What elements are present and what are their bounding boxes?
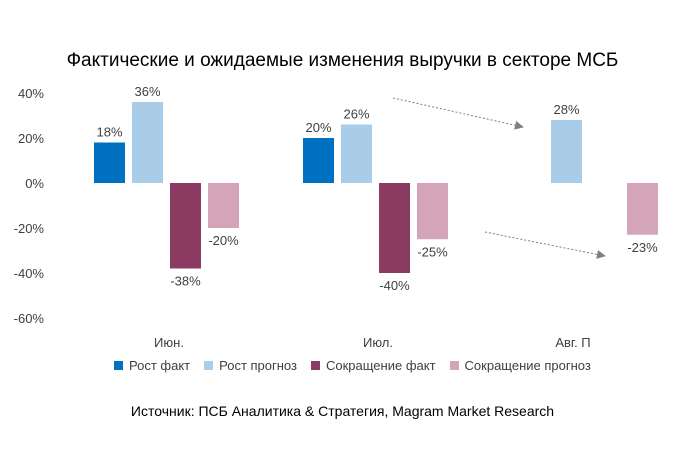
bar bbox=[417, 183, 448, 240]
bar bbox=[551, 120, 582, 183]
y-tick-label: -60% bbox=[14, 311, 45, 326]
x-tick-label: Авг. П bbox=[555, 335, 590, 350]
data-label-group: 18% 20% 36% 26% 28% -38% -40% -20% -25% -23% bbox=[96, 84, 658, 293]
bar bbox=[94, 142, 125, 183]
y-tick-label: 20% bbox=[18, 131, 44, 146]
bar-chart: 40% 20% 0% -20% -40% -60% 18% 20% 36% 26% 28% -38%… bbox=[14, 84, 658, 350]
legend-item: Рост прогноз bbox=[204, 358, 297, 373]
legend-item: Сокращение прогноз bbox=[449, 358, 591, 373]
bar bbox=[303, 138, 334, 183]
data-label: 18% bbox=[96, 125, 122, 140]
legend-item: Сокращение факт bbox=[310, 358, 436, 373]
y-tick-label: 40% bbox=[18, 86, 44, 101]
data-label: -25% bbox=[417, 244, 448, 259]
bar-series-group bbox=[94, 102, 658, 273]
y-tick-label: -40% bbox=[14, 266, 45, 281]
data-label: -40% bbox=[379, 278, 410, 293]
legend-swatch bbox=[310, 361, 320, 370]
source-note: Источник: ПСБ Аналитика & Стратегия, Mag… bbox=[130, 403, 555, 419]
bar bbox=[132, 102, 163, 183]
legend-swatch bbox=[204, 361, 214, 370]
bar bbox=[627, 183, 658, 235]
x-axis: Июн. Июл. Авг. П bbox=[154, 335, 591, 350]
legend-item: Рост факт bbox=[114, 358, 190, 373]
legend-swatch bbox=[449, 361, 459, 370]
x-tick-label: Июл. bbox=[363, 335, 393, 350]
data-label: 20% bbox=[305, 120, 331, 135]
legend-swatch bbox=[114, 361, 123, 370]
x-tick-label: Июн. bbox=[154, 335, 184, 350]
y-tick-label: 0% bbox=[25, 176, 44, 191]
data-label: 26% bbox=[343, 107, 369, 122]
bar bbox=[208, 183, 239, 228]
y-tick-label: -20% bbox=[14, 221, 45, 236]
y-axis: 40% 20% 0% -20% -40% -60% bbox=[14, 86, 45, 326]
bar bbox=[379, 183, 410, 273]
legend-label: Сокращение прогноз bbox=[464, 358, 591, 373]
bar bbox=[341, 124, 372, 183]
data-label: -20% bbox=[208, 233, 239, 248]
legend-label: Рост прогноз bbox=[219, 358, 297, 373]
bar bbox=[170, 183, 201, 269]
data-label: -23% bbox=[627, 240, 658, 255]
data-label: 28% bbox=[553, 102, 579, 117]
legend: Рост факт Рост прогноз Сокращение факт Сокр… bbox=[114, 358, 674, 373]
trend-arrow-growth bbox=[392, 97, 524, 130]
trend-arrow-decline bbox=[484, 231, 606, 259]
legend-label: Сокращение факт bbox=[325, 358, 436, 373]
legend-label: Рост факт bbox=[129, 358, 191, 373]
data-label: -38% bbox=[170, 274, 201, 289]
data-label: 36% bbox=[134, 84, 160, 99]
chart-title: Фактические и ожидаемые изменения выручк… bbox=[66, 50, 619, 71]
